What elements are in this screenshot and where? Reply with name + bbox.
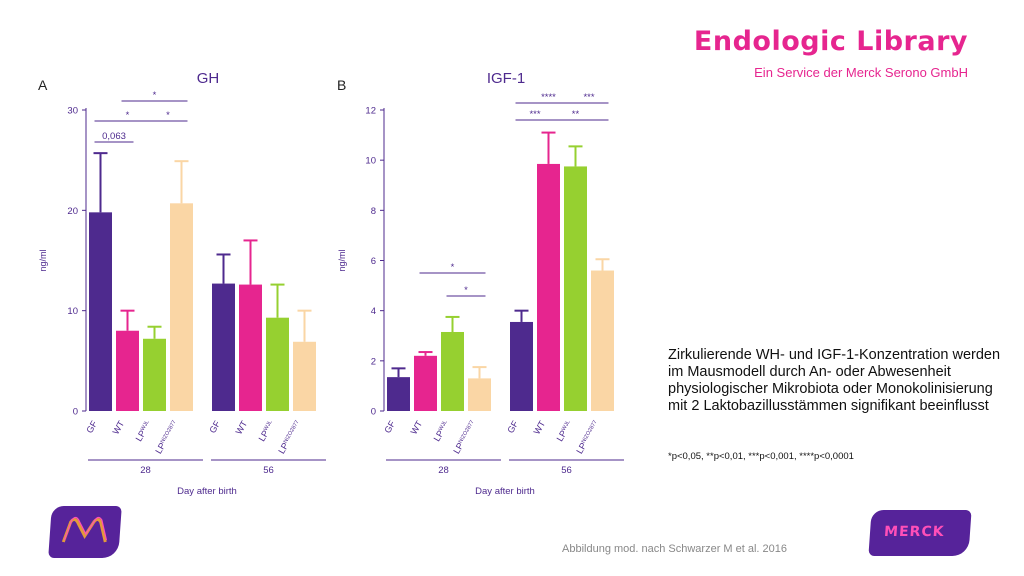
significance-footnote: *p<0,05, **p<0,01, ***p<0,001, ****p<0,0…	[668, 451, 854, 462]
bar-wt-day28	[414, 355, 437, 411]
significance-label: ***	[583, 92, 594, 103]
bar-lp-wjl-day56	[564, 166, 587, 411]
category-label: LPWJL	[134, 419, 154, 443]
category-label-superscript: WJL	[140, 420, 151, 433]
bar-lp-nizo2877-day56	[591, 270, 614, 411]
category-label-superscript: NIZO2877	[160, 420, 178, 445]
category-label-superscript: NIZO2877	[283, 420, 301, 445]
bar-lp-nizo2877-day56	[293, 341, 316, 411]
figure-caption: Zirkulierende WH- und IGF-1-Konzentratio…	[668, 347, 1001, 414]
brand-subtitle: Ein Service der Merck Serono GmbH	[754, 65, 968, 80]
panel-letter-B: B	[337, 77, 346, 93]
y-tick-label: 2	[371, 356, 376, 367]
category-label-superscript: WJL	[263, 420, 274, 433]
category-label-superscript: WJL	[561, 420, 572, 433]
y-tick-label: 12	[365, 106, 376, 117]
bar-gf-day28	[387, 377, 410, 411]
category-label-superscript: NIZO2877	[458, 420, 476, 445]
category-label: LPNIZO2877	[276, 419, 303, 456]
category-label: LPNIZO2877	[574, 419, 601, 456]
y-tick-label: 10	[365, 156, 376, 167]
significance-label: 0,063	[102, 131, 126, 142]
bar-gf-day28	[89, 212, 112, 411]
y-axis-label: ng/ml	[38, 249, 48, 271]
category-label: GF	[505, 419, 520, 435]
significance-label: *	[153, 90, 157, 101]
category-label: LPNIZO2877	[153, 419, 180, 456]
bar-gf-day56	[212, 283, 235, 411]
significance-label: **	[572, 109, 580, 120]
chart-title: IGF-1	[487, 70, 525, 87]
category-label: LPWJL	[432, 419, 452, 443]
y-tick-label: 4	[371, 306, 376, 317]
bar-lp-nizo2877-day28	[468, 378, 491, 411]
y-tick-label: 0	[371, 407, 376, 418]
significance-label: ***	[529, 109, 540, 120]
category-label: WT	[532, 419, 548, 437]
category-label: GF	[382, 419, 397, 435]
y-tick-label: 20	[67, 206, 78, 217]
group-label: 28	[140, 465, 151, 476]
category-label: WT	[234, 419, 250, 437]
bar-lp-wjl-day28	[441, 331, 464, 411]
category-label-superscript: WJL	[438, 420, 449, 433]
brand-header: Endologic Library Ein Service der Merck …	[694, 26, 968, 80]
group-label: 56	[263, 465, 274, 476]
bar-wt-day56	[537, 163, 560, 411]
bar-gf-day56	[510, 321, 533, 411]
y-tick-label: 10	[67, 306, 78, 317]
panel-letter-A: A	[38, 77, 48, 93]
x-axis-title: Day after birth	[177, 486, 237, 497]
x-axis-title: Day after birth	[475, 486, 535, 497]
significance-label: *	[451, 262, 455, 273]
category-label: LPWJL	[257, 419, 277, 443]
group-label: 56	[561, 465, 572, 476]
y-axis-label: ng/ml	[337, 249, 347, 271]
significance-label: ****	[541, 92, 556, 103]
category-label-superscript: NIZO2877	[581, 420, 599, 445]
y-tick-label: 8	[371, 206, 376, 217]
category-label: LPNIZO2877	[451, 419, 478, 456]
significance-label: *	[126, 110, 130, 121]
y-tick-label: 0	[73, 407, 78, 418]
bar-wt-day28	[116, 330, 139, 411]
merck-logo-text: MERCK	[883, 524, 946, 540]
brand-title: Endologic Library	[693, 26, 968, 57]
group-label: 28	[438, 465, 449, 476]
y-tick-label: 6	[371, 256, 376, 267]
category-label: GF	[84, 419, 99, 435]
bar-lp-wjl-day28	[143, 338, 166, 411]
category-label: LPWJL	[555, 419, 575, 443]
merck-m-logo-icon	[48, 506, 122, 558]
category-label: GF	[207, 419, 222, 435]
chart-title: GH	[197, 70, 220, 87]
merck-logo-icon: MERCK	[868, 510, 972, 556]
significance-label: *	[166, 110, 170, 121]
bar-wt-day56	[239, 284, 262, 411]
category-label: WT	[111, 419, 127, 437]
significance-label: *	[464, 285, 468, 296]
category-label: WT	[409, 419, 425, 437]
bar-lp-nizo2877-day28	[170, 203, 193, 411]
bar-lp-wjl-day56	[266, 317, 289, 411]
y-tick-label: 30	[67, 106, 78, 117]
source-credit: Abbildung mod. nach Schwarzer M et al. 2…	[562, 543, 788, 555]
